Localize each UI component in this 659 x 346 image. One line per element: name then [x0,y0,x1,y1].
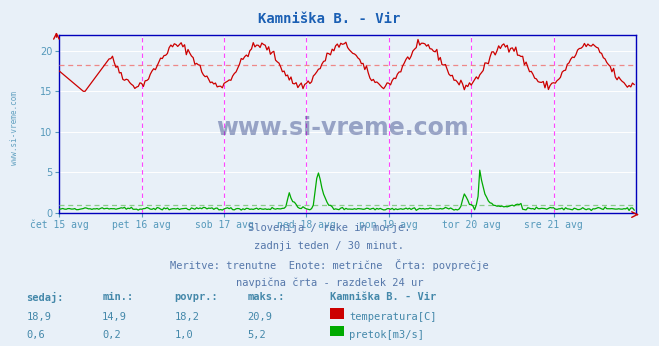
Text: Kamniška B. - Vir: Kamniška B. - Vir [330,292,436,302]
Text: zadnji teden / 30 minut.: zadnji teden / 30 minut. [254,241,405,251]
Text: www.si-vreme.com: www.si-vreme.com [216,116,469,140]
Text: www.si-vreme.com: www.si-vreme.com [10,91,19,165]
Text: 18,2: 18,2 [175,312,200,322]
Text: navpična črta - razdelek 24 ur: navpična črta - razdelek 24 ur [236,277,423,288]
Text: temperatura[C]: temperatura[C] [349,312,437,322]
Text: maks.:: maks.: [247,292,285,302]
Text: sedaj:: sedaj: [26,292,64,303]
Text: Slovenija / reke in morje.: Slovenija / reke in morje. [248,223,411,233]
Text: Meritve: trenutne  Enote: metrične  Črta: povprečje: Meritve: trenutne Enote: metrične Črta: … [170,259,489,271]
Text: Kamniška B. - Vir: Kamniška B. - Vir [258,12,401,26]
Text: 18,9: 18,9 [26,312,51,322]
Text: 14,9: 14,9 [102,312,127,322]
Text: 20,9: 20,9 [247,312,272,322]
Text: 1,0: 1,0 [175,330,193,340]
Text: povpr.:: povpr.: [175,292,218,302]
Text: 0,2: 0,2 [102,330,121,340]
Text: 0,6: 0,6 [26,330,45,340]
Text: pretok[m3/s]: pretok[m3/s] [349,330,424,340]
Text: 5,2: 5,2 [247,330,266,340]
Text: min.:: min.: [102,292,133,302]
